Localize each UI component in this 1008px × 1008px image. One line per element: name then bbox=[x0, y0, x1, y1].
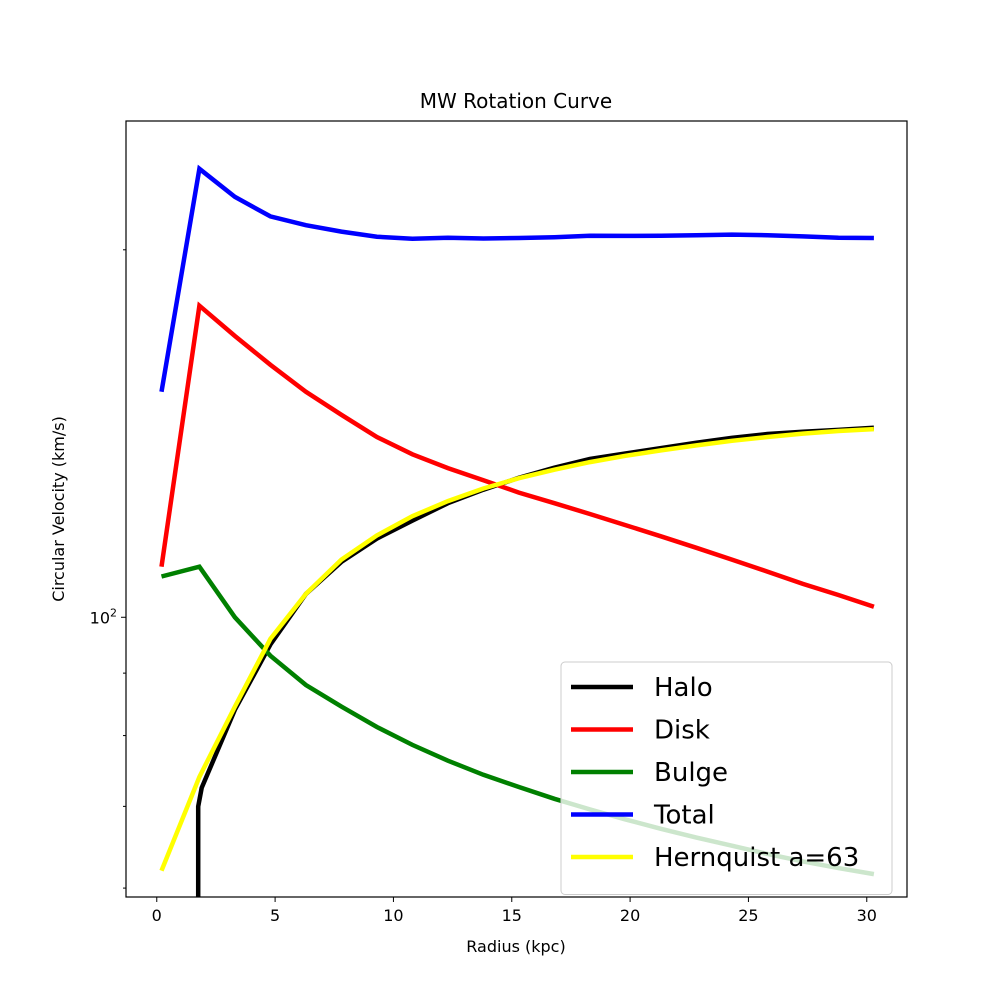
y-axis-label: Circular Velocity (km/s) bbox=[49, 416, 68, 602]
x-axis: 0 5 10 15 20 25 30 bbox=[152, 897, 877, 925]
legend-label: Bulge bbox=[654, 758, 728, 788]
x-tick-label: 25 bbox=[738, 906, 758, 925]
y-tick-label: 102 bbox=[90, 606, 117, 627]
x-tick-label: 20 bbox=[620, 906, 640, 925]
series-line-disk bbox=[159, 301, 875, 609]
legend-label: Halo bbox=[654, 673, 713, 703]
legend-label: Hernquist a=63 bbox=[654, 843, 859, 873]
series-group bbox=[159, 164, 875, 897]
y-axis: 102 bbox=[90, 249, 126, 889]
x-tick-label: 30 bbox=[857, 906, 877, 925]
x-tick-label: 10 bbox=[383, 906, 403, 925]
series-layer bbox=[159, 164, 875, 897]
legend: Halo Disk Bulge Total Hernquist a=63 bbox=[560, 661, 893, 895]
x-tick-label: 0 bbox=[152, 906, 162, 925]
plot-frame bbox=[125, 120, 908, 898]
series-line-hernquist-a-63 bbox=[159, 426, 875, 872]
x-tick-label: 5 bbox=[270, 906, 280, 925]
y-tick-base: 10 bbox=[90, 608, 110, 627]
legend-box bbox=[560, 661, 893, 895]
y-tick-exponent: 2 bbox=[110, 606, 117, 619]
x-axis-label: Radius (kpc) bbox=[466, 937, 565, 956]
chart-title: MW Rotation Curve bbox=[420, 89, 612, 113]
series-line-total bbox=[159, 164, 874, 393]
legend-label: Disk bbox=[654, 716, 710, 746]
x-tick-label: 15 bbox=[502, 906, 522, 925]
legend-label: Total bbox=[653, 801, 715, 831]
